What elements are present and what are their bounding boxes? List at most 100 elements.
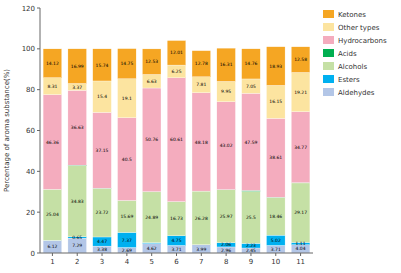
bar-segment <box>217 190 236 243</box>
data-label: 3.71 <box>171 247 181 252</box>
bar-segment <box>217 102 236 190</box>
bar-segment <box>217 48 236 81</box>
legend-swatch <box>323 62 334 70</box>
data-label: 2.06 <box>221 242 231 247</box>
bar-segment <box>118 200 137 232</box>
data-label: 7.29 <box>72 243 82 248</box>
x-tick <box>102 253 103 256</box>
data-label: 0.65 <box>72 235 82 240</box>
data-label: 15.74 <box>96 63 109 68</box>
bar-segment <box>68 84 87 91</box>
data-label: 1.11 <box>296 241 306 246</box>
data-label: 3.71 <box>271 247 281 252</box>
legend-label: Aldehydes <box>338 89 375 97</box>
bar-segment <box>167 78 186 202</box>
data-label: 7.37 <box>122 238 132 243</box>
bar-segment <box>93 112 112 188</box>
data-label: 4.04 <box>296 246 306 251</box>
data-label: 26.28 <box>195 216 208 221</box>
bar-segment <box>68 238 87 253</box>
data-label: 7.81 <box>196 82 206 87</box>
bar-segment <box>242 191 261 243</box>
legend-label: Ketones <box>338 11 366 19</box>
bar-segment <box>242 79 261 93</box>
bar-segment <box>142 74 161 88</box>
data-label: 50.76 <box>145 137 158 142</box>
data-label: 12.78 <box>195 61 208 66</box>
data-label: 12.01 <box>170 50 183 55</box>
bar-segment <box>217 247 236 253</box>
data-label: 4.62 <box>147 246 157 251</box>
bar-segment <box>266 85 285 118</box>
data-label: 36.63 <box>71 125 84 130</box>
data-label: 15.69 <box>120 214 133 219</box>
bar-segment <box>142 88 161 192</box>
bar-segment <box>266 47 285 86</box>
bar-segment <box>68 90 87 165</box>
bar-segment <box>266 118 285 197</box>
y-axis <box>40 8 41 253</box>
bar-segment <box>192 93 211 191</box>
legend-label: Acids <box>338 50 357 58</box>
data-label: 16.99 <box>71 64 84 69</box>
x-tick-label: 11 <box>296 258 305 266</box>
bar-segment <box>142 192 161 243</box>
data-label: 5.02 <box>271 238 281 243</box>
data-label: 23.72 <box>96 210 109 215</box>
y-tick-label: 20 <box>26 209 35 217</box>
data-label: 24.89 <box>145 215 158 220</box>
data-label: 3.37 <box>72 85 82 90</box>
legend-swatch <box>323 23 334 31</box>
data-label: 7.05 <box>246 84 256 89</box>
bar-segment <box>43 241 62 253</box>
bar-segment <box>266 245 285 253</box>
data-label: 47.59 <box>245 140 258 145</box>
x-tick-label: 2 <box>75 258 79 266</box>
data-label: 19.1 <box>122 96 132 101</box>
bar-segment <box>242 49 261 79</box>
legend-label: Hydrocarbons <box>338 37 387 45</box>
data-label: 34.83 <box>71 199 84 204</box>
data-label: 4.47 <box>97 239 107 244</box>
data-label: 18.93 <box>269 64 282 69</box>
data-label: 25.04 <box>46 212 59 217</box>
data-label: 6.63 <box>147 79 157 84</box>
bar-segment <box>192 191 211 245</box>
legend-swatch <box>323 49 334 57</box>
bar-segment <box>291 112 310 183</box>
data-label: 6.25 <box>171 69 181 74</box>
legend-swatch <box>323 10 334 18</box>
data-label: 46.36 <box>46 140 59 145</box>
data-label: 2.23 <box>246 243 256 248</box>
bar-segment <box>93 246 112 253</box>
data-label: 29.17 <box>294 210 307 215</box>
data-label: 2.45 <box>246 248 256 253</box>
bar-segment <box>93 237 112 246</box>
bar-segment <box>93 49 112 81</box>
data-label: 18.46 <box>269 214 282 219</box>
legend-swatch <box>323 75 334 83</box>
bar-segment <box>142 49 161 75</box>
x-tick <box>201 253 202 256</box>
data-label: 15.4 <box>97 94 107 99</box>
data-label: 2.96 <box>221 248 231 253</box>
bar-segment <box>68 166 87 237</box>
y-tick-label: 120 <box>22 5 35 13</box>
bar-segment <box>43 78 62 95</box>
data-label: 6.12 <box>47 244 57 249</box>
bar-segment <box>118 232 137 247</box>
x-tick <box>52 253 53 256</box>
bar-segment <box>68 49 87 84</box>
bar-segment <box>118 118 137 201</box>
bar-segment <box>266 197 285 235</box>
bar-segment <box>118 49 137 79</box>
y-axis-label: Percentage of aroma substance(%) <box>3 69 11 192</box>
x-tick <box>126 253 127 256</box>
chart: 0204060801001206.127.293.382.694.623.713… <box>0 0 401 273</box>
x-tick-label: 6 <box>174 258 179 266</box>
x-tick <box>77 253 78 256</box>
x-tick <box>151 253 152 256</box>
x-tick-label: 7 <box>199 258 203 266</box>
data-label: 38.61 <box>269 155 282 160</box>
bar-segment <box>291 183 310 243</box>
